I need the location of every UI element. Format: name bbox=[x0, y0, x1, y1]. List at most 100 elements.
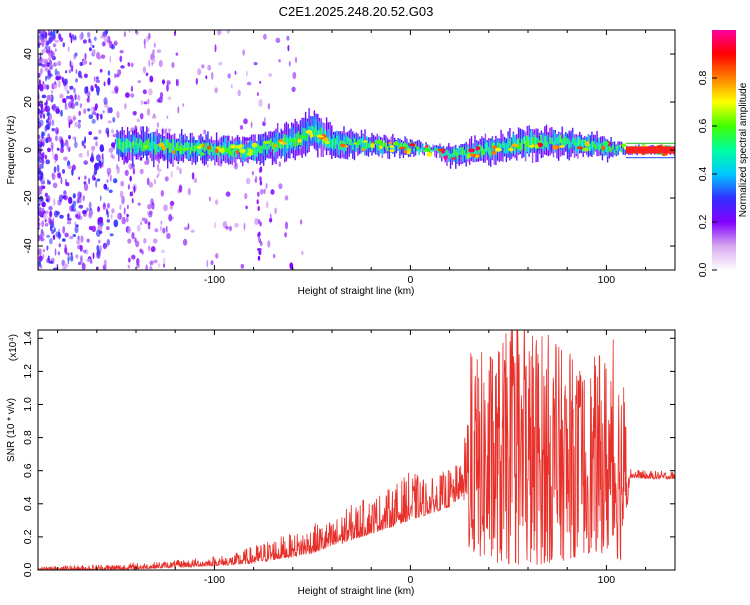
noise-speckle bbox=[83, 249, 87, 254]
noise-speckle bbox=[187, 187, 191, 196]
noise-speckle bbox=[91, 145, 96, 151]
ridge-column bbox=[381, 142, 384, 156]
noise-speckle bbox=[124, 169, 129, 176]
ridge-column bbox=[130, 142, 132, 153]
noise-speckle bbox=[160, 225, 162, 232]
noise-speckle bbox=[91, 111, 97, 116]
noise-speckle bbox=[143, 101, 148, 105]
noise-speckle bbox=[89, 62, 92, 65]
ridge-column bbox=[334, 138, 336, 149]
noise-speckle bbox=[38, 107, 41, 115]
noise-speckle bbox=[292, 71, 297, 80]
noise-speckle bbox=[257, 219, 261, 225]
noise-speckle bbox=[140, 221, 143, 226]
noise-speckle bbox=[51, 173, 56, 181]
noise-speckle bbox=[53, 210, 59, 218]
noise-speckle bbox=[83, 108, 87, 115]
ridge-column bbox=[570, 132, 572, 149]
ridge-column bbox=[605, 145, 607, 152]
noise-speckle bbox=[48, 56, 51, 62]
noise-speckle bbox=[54, 160, 57, 164]
ridge-column bbox=[540, 134, 542, 146]
ridge-peak bbox=[370, 143, 375, 149]
noise-speckle bbox=[41, 220, 45, 228]
y-tick-label: 0.6 bbox=[22, 463, 34, 478]
y-tick-label: 1.2 bbox=[22, 364, 34, 379]
noise-speckle bbox=[42, 113, 46, 119]
ridge-column bbox=[350, 140, 352, 154]
noise-speckle bbox=[64, 261, 66, 266]
noise-speckle bbox=[42, 185, 46, 189]
noise-speckle bbox=[123, 207, 126, 215]
noise-speckle bbox=[41, 94, 47, 99]
ridge-column bbox=[392, 133, 394, 154]
ridge-column bbox=[444, 148, 446, 158]
noise-speckle bbox=[52, 151, 55, 160]
noise-speckle bbox=[184, 226, 189, 231]
noise-speckle bbox=[107, 202, 110, 209]
noise-speckle bbox=[151, 115, 157, 119]
noise-speckle bbox=[57, 72, 61, 77]
noise-speckle bbox=[263, 117, 266, 123]
noise-speckle bbox=[77, 235, 80, 241]
noise-speckle bbox=[278, 161, 282, 167]
ridge-peak bbox=[424, 147, 432, 153]
ridge-column bbox=[212, 145, 214, 156]
noise-speckle bbox=[146, 108, 151, 116]
noise-speckle bbox=[99, 245, 102, 253]
ridge-column bbox=[566, 137, 569, 145]
ridge-column bbox=[467, 147, 469, 155]
noise-speckle bbox=[66, 141, 69, 148]
ridge-column bbox=[400, 142, 403, 148]
noise-speckle bbox=[226, 30, 230, 34]
noise-speckle bbox=[74, 101, 79, 107]
ridge-column bbox=[573, 138, 576, 146]
noise-speckle bbox=[114, 73, 116, 79]
noise-speckle bbox=[270, 189, 275, 195]
x-tick-label: -100 bbox=[204, 574, 225, 586]
y-tick-label: 40 bbox=[22, 48, 34, 60]
noise-speckle bbox=[75, 68, 78, 75]
ridge-column bbox=[552, 129, 555, 149]
ridge-column bbox=[566, 135, 569, 153]
noise-speckle bbox=[75, 210, 81, 215]
noise-speckle bbox=[103, 34, 109, 43]
ridge-peak bbox=[196, 145, 202, 149]
ridge-column bbox=[453, 148, 455, 156]
noise-speckle bbox=[284, 195, 289, 201]
noise-speckle bbox=[82, 59, 87, 66]
colorbar-gradient bbox=[712, 30, 736, 270]
noise-speckle bbox=[95, 180, 98, 188]
snr-marks bbox=[38, 330, 675, 570]
ridge-column bbox=[517, 137, 520, 145]
noise-speckle bbox=[68, 121, 71, 129]
noise-speckle bbox=[134, 237, 137, 244]
noise-speckle bbox=[119, 55, 123, 63]
noise-speckle bbox=[109, 233, 114, 237]
ridge-column bbox=[463, 149, 466, 156]
noise-speckle bbox=[87, 108, 91, 112]
noise-speckle bbox=[136, 118, 140, 123]
ridge-column bbox=[364, 140, 366, 147]
noise-speckle bbox=[108, 107, 113, 114]
ridge-column bbox=[338, 142, 340, 150]
ridge-column bbox=[332, 134, 335, 146]
ridge-peak bbox=[206, 145, 212, 150]
y-tick-label: 0.2 bbox=[22, 529, 34, 544]
noise-speckle bbox=[222, 221, 228, 229]
ridge-column bbox=[198, 145, 200, 154]
ridge-column bbox=[551, 137, 553, 145]
noise-speckle bbox=[38, 188, 43, 195]
noise-speckle bbox=[142, 66, 146, 74]
ridge-column bbox=[168, 142, 171, 153]
ridge-column bbox=[119, 138, 122, 150]
noise-speckle bbox=[136, 224, 141, 232]
ridge-column bbox=[414, 147, 417, 156]
ridge-column bbox=[469, 150, 471, 157]
noise-speckle bbox=[69, 32, 72, 38]
ridge-column bbox=[205, 142, 207, 161]
noise-speckle bbox=[82, 195, 85, 201]
noise-speckle bbox=[71, 34, 75, 39]
ridge-column bbox=[593, 143, 595, 155]
ridge-peak bbox=[603, 141, 609, 146]
